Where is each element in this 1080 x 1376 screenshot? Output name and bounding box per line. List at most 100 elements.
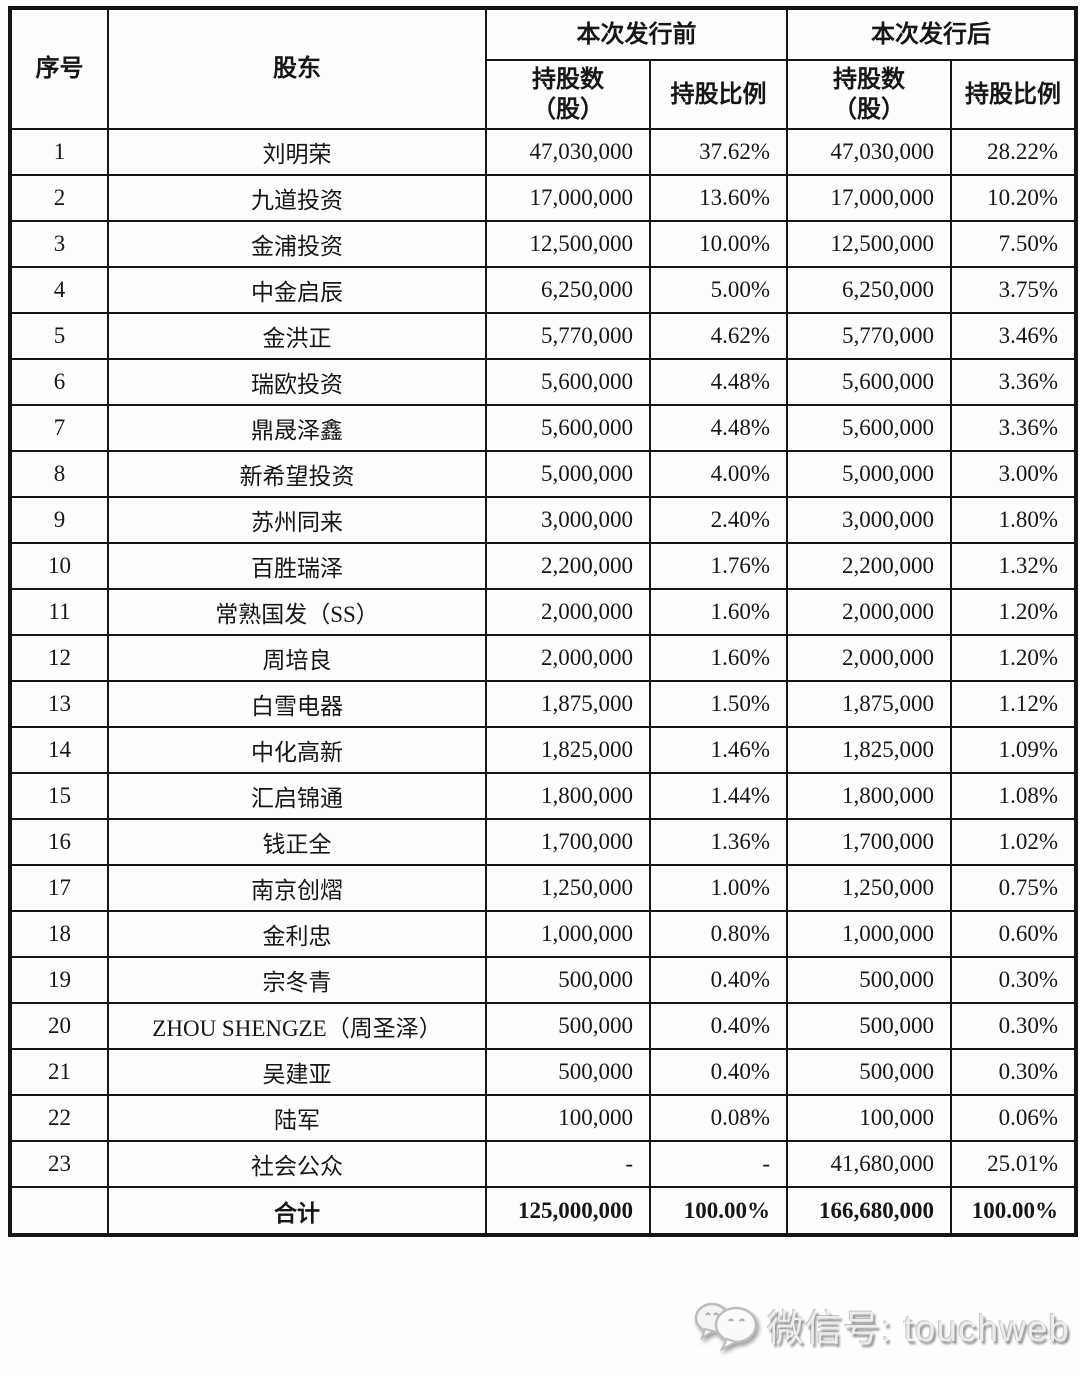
pre-shares-cell: 5,600,000 xyxy=(485,404,651,452)
pre-ratio-cell: 1.00% xyxy=(649,864,788,912)
table-row: 17 南京创熠 1,250,000 1.00% 1,250,000 0.75% xyxy=(9,864,1077,912)
post-ratio-cell: 10.20% xyxy=(950,174,1077,222)
post-ratio-cell: 0.06% xyxy=(950,1094,1077,1142)
wechat-icon xyxy=(694,1302,758,1352)
shareholder-name-cell: 中化高新 xyxy=(107,726,487,774)
table-row: 9 苏州同来 3,000,000 2.40% 3,000,000 1.80% xyxy=(9,496,1077,544)
pre-ratio-cell: 4.00% xyxy=(649,450,788,498)
shares-unit-label: （股） xyxy=(833,96,905,123)
shares-label: 持股数 xyxy=(532,66,604,93)
header-group-before: 本次发行前 xyxy=(485,7,788,61)
post-ratio-cell: 0.75% xyxy=(950,864,1077,912)
post-shares-cell: 2,200,000 xyxy=(786,542,952,590)
pre-ratio-cell: - xyxy=(649,1140,788,1188)
total-pre-shares: 125,000,000 xyxy=(485,1186,651,1236)
table-row: 12 周培良 2,000,000 1.60% 2,000,000 1.20% xyxy=(9,634,1077,682)
row-no-cell: 10 xyxy=(9,542,109,590)
pre-shares-cell: 5,000,000 xyxy=(485,450,651,498)
pre-shares-cell: 500,000 xyxy=(485,1048,651,1096)
post-shares-cell: 100,000 xyxy=(786,1094,952,1142)
post-shares-cell: 47,030,000 xyxy=(786,128,952,176)
header-row-subcolumns: 持股数 （股） 持股比例 持股数 （股） 持股比例 xyxy=(10,59,1077,130)
shareholder-name-cell: 汇启锦通 xyxy=(107,772,487,820)
table-row: 18 金利忠 1,000,000 0.80% 1,000,000 0.60% xyxy=(9,910,1077,958)
shareholder-table: 序号 股东 本次发行前 本次发行后 持股数 （股） 持股比例 持股数 （股） 持股比… xyxy=(8,6,1078,1237)
post-ratio-cell: 3.75% xyxy=(950,266,1077,314)
pre-shares-cell: 100,000 xyxy=(485,1094,651,1142)
row-no-cell: 4 xyxy=(9,266,109,314)
total-post-ratio: 100.00% xyxy=(950,1186,1077,1236)
pre-shares-cell: 2,200,000 xyxy=(485,542,651,590)
post-shares-cell: 500,000 xyxy=(786,1002,952,1050)
shareholder-name-cell: 金浦投资 xyxy=(107,220,487,268)
pre-ratio-cell: 0.80% xyxy=(649,910,788,958)
header-col-shareholder: 股东 xyxy=(107,7,487,130)
pre-ratio-cell: 37.62% xyxy=(649,128,788,176)
pre-ratio-cell: 1.36% xyxy=(649,818,788,866)
table-body: 1 刘明荣 47,030,000 37.62% 47,030,000 28.22% 2 九道投… xyxy=(9,128,1077,1188)
post-shares-cell: 1,825,000 xyxy=(786,726,952,774)
row-no-cell: 7 xyxy=(9,404,109,452)
pre-ratio-cell: 1.60% xyxy=(649,634,788,682)
row-no-cell: 16 xyxy=(9,818,109,866)
table-row: 8 新希望投资 5,000,000 4.00% 5,000,000 3.00% xyxy=(9,450,1077,498)
shareholder-name-cell: 中金启辰 xyxy=(107,266,487,314)
row-no-cell: 8 xyxy=(9,450,109,498)
post-shares-cell: 2,000,000 xyxy=(786,634,952,682)
row-no-cell: 6 xyxy=(9,358,109,406)
pre-shares-cell: 5,770,000 xyxy=(485,312,651,360)
post-shares-cell: 1,250,000 xyxy=(786,864,952,912)
row-no-cell: 9 xyxy=(9,496,109,544)
pre-shares-cell: 2,000,000 xyxy=(485,634,651,682)
table-row: 4 中金启辰 6,250,000 5.00% 6,250,000 3.75% xyxy=(9,266,1077,314)
shareholder-name-cell: 钱正全 xyxy=(107,818,487,866)
row-no-cell: 1 xyxy=(9,128,109,176)
pre-ratio-cell: 0.08% xyxy=(649,1094,788,1142)
post-ratio-cell: 0.30% xyxy=(950,1048,1077,1096)
row-no-cell: 11 xyxy=(9,588,109,636)
shares-unit-label: （股） xyxy=(532,96,604,123)
row-no-cell: 14 xyxy=(9,726,109,774)
table-row: 16 钱正全 1,700,000 1.36% 1,700,000 1.02% xyxy=(9,818,1077,866)
table-row: 1 刘明荣 47,030,000 37.62% 47,030,000 28.22% xyxy=(9,128,1077,176)
pre-ratio-cell: 4.48% xyxy=(649,404,788,452)
table-row: 19 宗冬青 500,000 0.40% 500,000 0.30% xyxy=(9,956,1077,1004)
row-no-cell: 21 xyxy=(9,1048,109,1096)
pre-shares-cell: 1,800,000 xyxy=(485,772,651,820)
header-col-no: 序号 xyxy=(9,7,109,130)
post-ratio-cell: 3.36% xyxy=(950,404,1077,452)
row-no-cell: 22 xyxy=(9,1094,109,1142)
pre-shares-cell: 500,000 xyxy=(485,956,651,1004)
post-shares-cell: 41,680,000 xyxy=(786,1140,952,1188)
total-label: 合计 xyxy=(107,1186,487,1236)
pre-ratio-cell: 5.00% xyxy=(649,266,788,314)
post-shares-cell: 1,800,000 xyxy=(786,772,952,820)
pre-ratio-cell: 13.60% xyxy=(649,174,788,222)
header-row-groups: 序号 股东 本次发行前 本次发行后 xyxy=(9,7,1077,130)
table-row: 11 常熟国发（SS） 2,000,000 1.60% 2,000,000 1.20% xyxy=(9,588,1077,636)
shareholder-name-cell: 百胜瑞泽 xyxy=(107,542,487,590)
shareholder-name-cell: 刘明荣 xyxy=(107,128,487,176)
pre-shares-cell: 500,000 xyxy=(485,1002,651,1050)
row-no-cell: 17 xyxy=(9,864,109,912)
post-shares-cell: 1,875,000 xyxy=(786,680,952,728)
table-row: 5 金洪正 5,770,000 4.62% 5,770,000 3.46% xyxy=(9,312,1077,360)
post-ratio-cell: 1.08% xyxy=(950,772,1077,820)
total-pre-ratio: 100.00% xyxy=(649,1186,788,1236)
table-row: 21 吴建亚 500,000 0.40% 500,000 0.30% xyxy=(9,1048,1077,1096)
shareholder-name-cell: 白雪电器 xyxy=(107,680,487,728)
post-ratio-cell: 3.00% xyxy=(950,450,1077,498)
pre-shares-cell: 47,030,000 xyxy=(485,128,651,176)
pre-ratio-cell: 4.48% xyxy=(649,358,788,406)
shareholder-name-cell: 社会公众 xyxy=(107,1140,487,1188)
row-no-cell: 15 xyxy=(9,772,109,820)
post-shares-cell: 500,000 xyxy=(786,956,952,1004)
watermark-text: 微信号: touchweb xyxy=(767,1308,1070,1349)
shareholder-name-cell: 常熟国发（SS） xyxy=(107,588,487,636)
shareholder-name-cell: 苏州同来 xyxy=(107,496,487,544)
post-shares-cell: 1,700,000 xyxy=(786,818,952,866)
post-shares-cell: 5,600,000 xyxy=(786,404,952,452)
row-no-cell: 3 xyxy=(9,220,109,268)
post-shares-cell: 12,500,000 xyxy=(786,220,952,268)
pre-shares-cell: 3,000,000 xyxy=(485,496,651,544)
